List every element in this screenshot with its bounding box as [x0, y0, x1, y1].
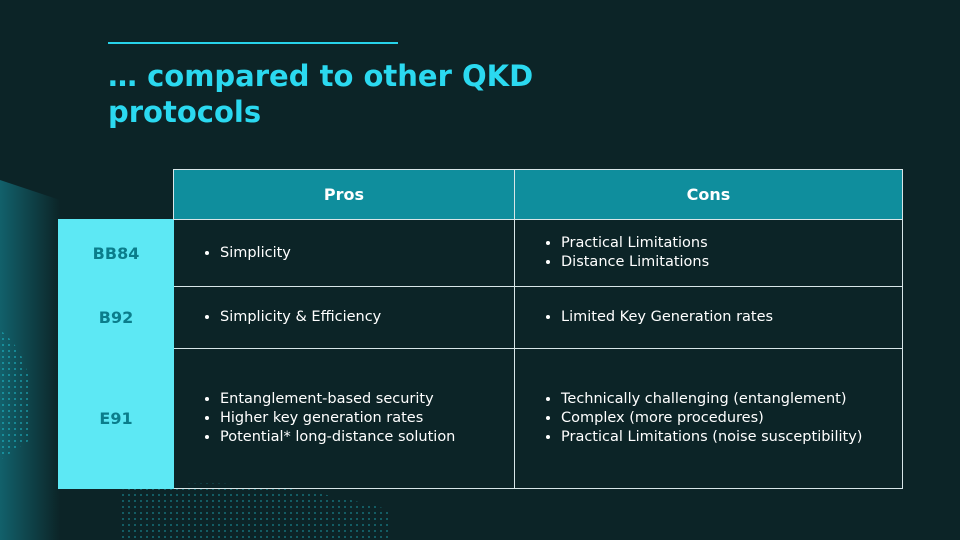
column-header: Cons — [514, 169, 903, 220]
bullet-item: Limited Key Generation rates — [561, 308, 902, 327]
bullet-item: Complex (more procedures) — [561, 409, 902, 428]
bullet-item: Practical Limitations — [561, 234, 902, 253]
bullet-item: Simplicity — [220, 244, 514, 263]
pros-cell: Simplicity — [173, 219, 515, 287]
row-label: E91 — [58, 348, 174, 489]
row-label: BB84 — [58, 219, 174, 287]
bullet-item: Technically challenging (entanglement) — [561, 390, 902, 409]
table-row: BB84 Simplicity Practical LimitationsDista… — [58, 219, 903, 287]
bullet-item: Practical Limitations (noise susceptibil… — [561, 428, 902, 447]
bullet-item: Higher key generation rates — [220, 409, 514, 428]
table-row: E91 Entanglement-based securityHigher key… — [58, 348, 903, 489]
column-header: Pros — [173, 169, 515, 220]
cons-cell: Technically challenging (entanglement)Co… — [514, 348, 903, 489]
bullet-list: Technically challenging (entanglement)Co… — [535, 390, 902, 447]
bullet-list: Simplicity & Efficiency — [194, 308, 514, 327]
bullet-item: Distance Limitations — [561, 253, 902, 272]
comparison-table: Pros Cons BB84 Simplicity Practical Limita… — [58, 169, 903, 489]
bullet-list: Practical LimitationsDistance Limitation… — [535, 234, 902, 272]
title-rule — [108, 42, 398, 44]
bullet-list: Entanglement-based securityHigher key ge… — [194, 390, 514, 447]
pros-cell: Entanglement-based securityHigher key ge… — [173, 348, 515, 489]
table-row: B92 Simplicity & Efficiency Limited Key Ge… — [58, 286, 903, 349]
bullet-item: Potential* long-distance solution — [220, 428, 514, 447]
cons-cell: Practical LimitationsDistance Limitation… — [514, 219, 903, 287]
row-label: B92 — [58, 286, 174, 349]
slide-title: … compared to other QKD protocols — [108, 59, 534, 129]
corner — [59, 170, 174, 220]
bullet-list: Simplicity — [194, 244, 514, 263]
bullet-item: Simplicity & Efficiency — [220, 308, 514, 327]
pros-cell: Simplicity & Efficiency — [173, 286, 515, 349]
bullet-item: Entanglement-based security — [220, 390, 514, 409]
cons-cell: Limited Key Generation rates — [514, 286, 903, 349]
bullet-list: Limited Key Generation rates — [535, 308, 902, 327]
